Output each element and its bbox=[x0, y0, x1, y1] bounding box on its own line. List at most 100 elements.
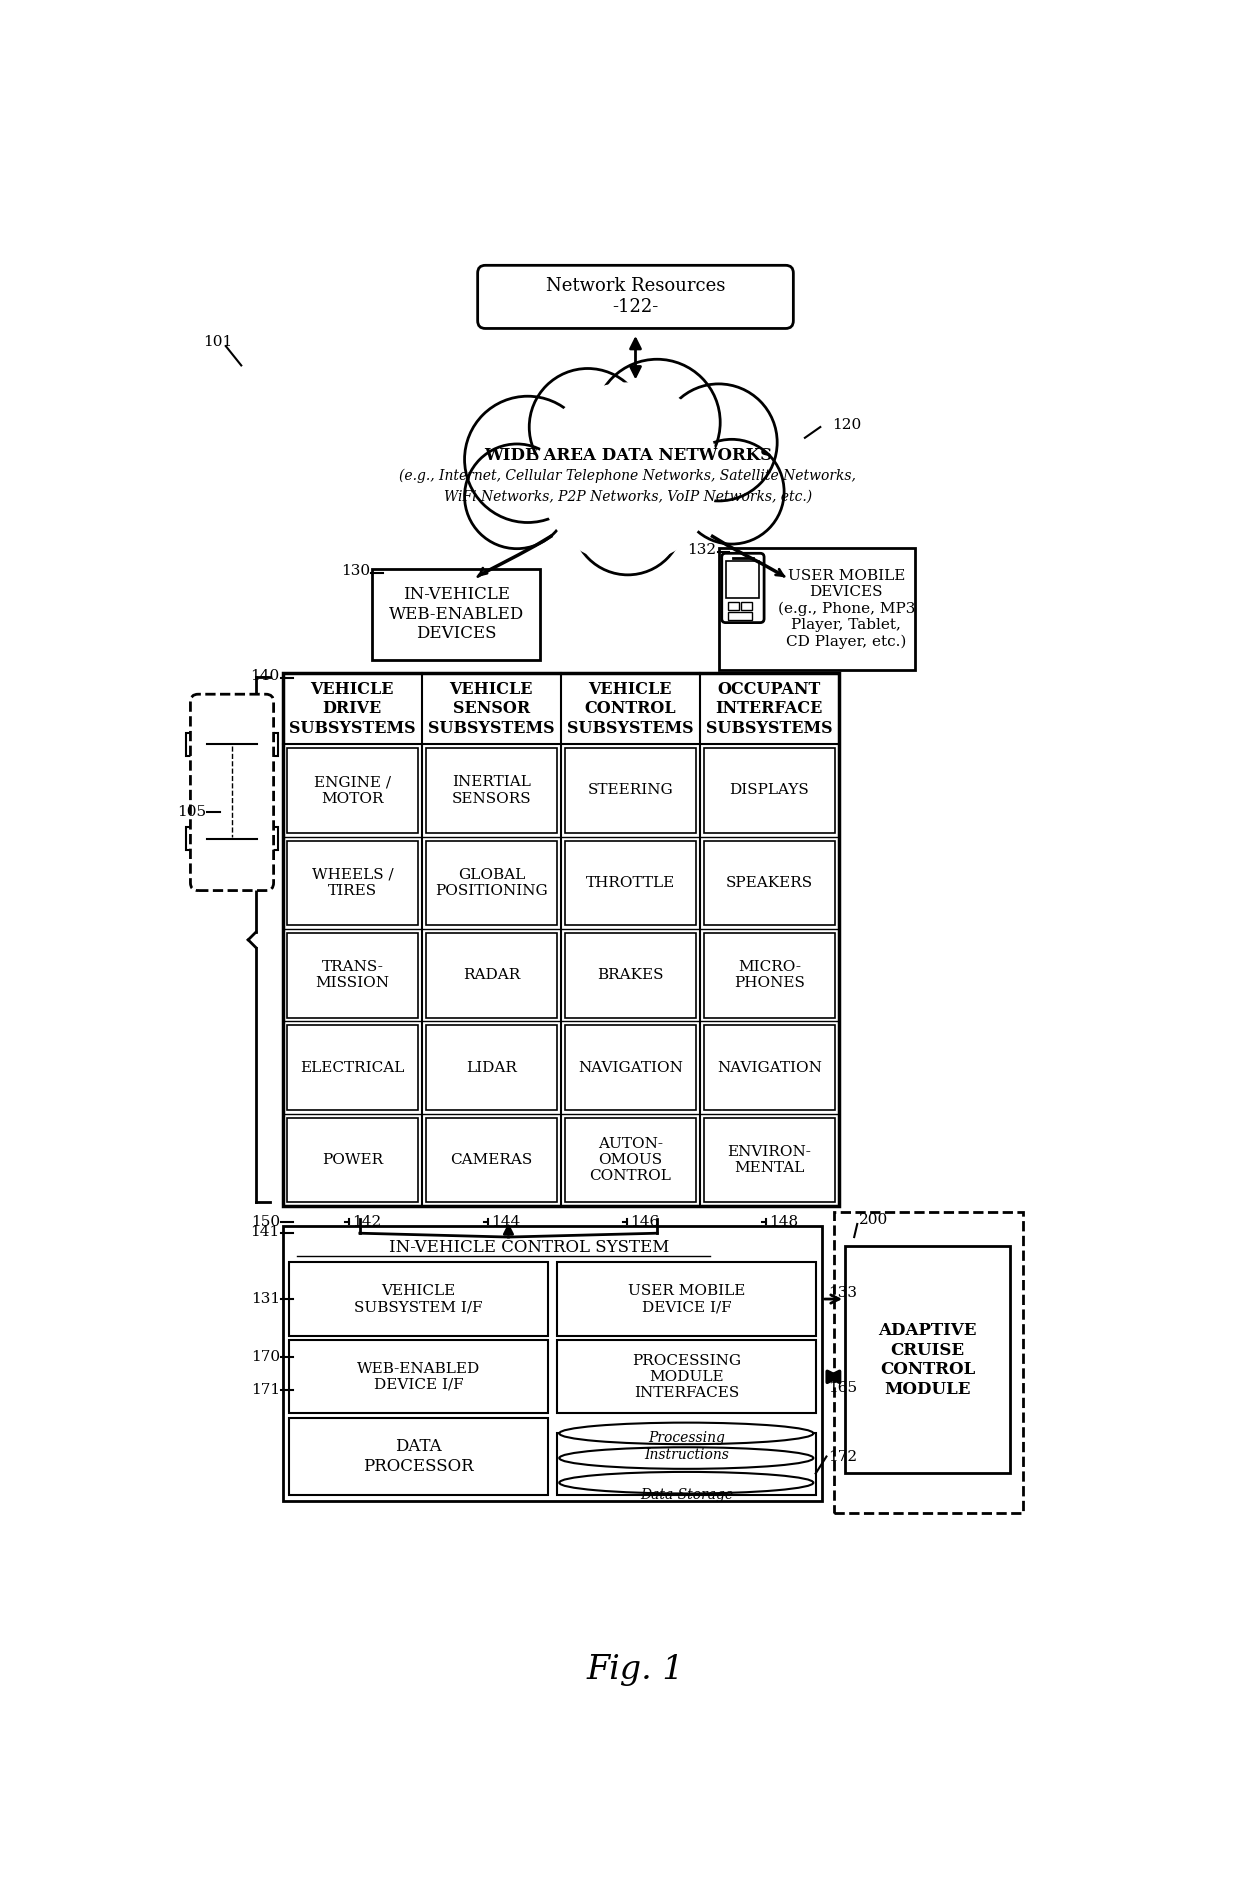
Text: WEB-ENABLED
DEVICE I/F: WEB-ENABLED DEVICE I/F bbox=[357, 1363, 480, 1391]
Text: AUTON-
OMOUS
CONTROL: AUTON- OMOUS CONTROL bbox=[589, 1136, 671, 1184]
Text: 132: 132 bbox=[687, 542, 717, 558]
Text: Network Resources
-122-: Network Resources -122- bbox=[546, 278, 725, 316]
Text: 142: 142 bbox=[352, 1214, 382, 1229]
Circle shape bbox=[594, 360, 720, 485]
Text: 133: 133 bbox=[828, 1286, 857, 1300]
Text: 105: 105 bbox=[177, 805, 206, 818]
Text: 141: 141 bbox=[250, 1226, 280, 1239]
Ellipse shape bbox=[559, 1423, 813, 1444]
Text: GLOBAL
POSITIONING: GLOBAL POSITIONING bbox=[435, 868, 548, 898]
Bar bbox=[557, 1433, 816, 1496]
Text: ELECTRICAL: ELECTRICAL bbox=[300, 1060, 404, 1075]
Bar bbox=[703, 748, 835, 834]
Text: BRAKES: BRAKES bbox=[596, 969, 663, 982]
Bar bbox=[564, 1117, 696, 1203]
Text: 144: 144 bbox=[491, 1214, 521, 1229]
Bar bbox=[286, 1026, 418, 1109]
Circle shape bbox=[573, 464, 683, 575]
Text: 171: 171 bbox=[250, 1383, 280, 1397]
Text: VEHICLE
DRIVE
SUBSYSTEMS: VEHICLE DRIVE SUBSYSTEMS bbox=[289, 681, 415, 736]
Text: INERTIAL
SENSORS: INERTIAL SENSORS bbox=[451, 775, 531, 805]
Bar bbox=[425, 841, 557, 925]
Text: ENGINE /
MOTOR: ENGINE / MOTOR bbox=[314, 775, 391, 805]
Text: PROCESSING
MODULE
INTERFACES: PROCESSING MODULE INTERFACES bbox=[631, 1353, 740, 1401]
Text: DATA
PROCESSOR: DATA PROCESSOR bbox=[363, 1439, 474, 1475]
Bar bbox=[425, 748, 557, 834]
Bar bbox=[564, 932, 696, 1018]
Bar bbox=[564, 748, 696, 834]
Text: 170: 170 bbox=[250, 1351, 280, 1364]
Bar bbox=[186, 826, 200, 851]
Circle shape bbox=[660, 384, 777, 500]
Bar bbox=[728, 613, 751, 620]
Bar bbox=[564, 841, 696, 925]
Bar bbox=[425, 932, 557, 1018]
Bar bbox=[264, 733, 278, 755]
Bar bbox=[286, 841, 418, 925]
Bar bbox=[286, 932, 418, 1018]
Text: (e.g., Internet, Cellular Telephone Networks, Satellite Networks,: (e.g., Internet, Cellular Telephone Netw… bbox=[399, 470, 857, 483]
Text: IN-VEHICLE
WEB-ENABLED
DEVICES: IN-VEHICLE WEB-ENABLED DEVICES bbox=[388, 586, 523, 641]
Text: NAVIGATION: NAVIGATION bbox=[578, 1060, 683, 1075]
Bar bbox=[264, 826, 278, 851]
Text: USER MOBILE
DEVICES
(e.g., Phone, MP3
Player, Tablet,
CD Player, etc.): USER MOBILE DEVICES (e.g., Phone, MP3 Pl… bbox=[777, 569, 915, 649]
Bar bbox=[286, 748, 418, 834]
Text: THROTTLE: THROTTLE bbox=[585, 875, 675, 891]
Text: WHEELS /
TIRES: WHEELS / TIRES bbox=[311, 868, 393, 898]
Text: 146: 146 bbox=[630, 1214, 660, 1229]
Text: USER MOBILE
DEVICE I/F: USER MOBILE DEVICE I/F bbox=[627, 1285, 745, 1315]
FancyBboxPatch shape bbox=[477, 265, 794, 329]
Circle shape bbox=[529, 369, 646, 485]
Circle shape bbox=[537, 383, 719, 563]
Text: POWER: POWER bbox=[321, 1153, 383, 1167]
Bar bbox=[289, 1340, 548, 1414]
Bar bbox=[557, 1262, 816, 1336]
Text: 131: 131 bbox=[250, 1292, 280, 1305]
Bar bbox=[703, 841, 835, 925]
Bar bbox=[372, 569, 541, 660]
Bar bbox=[844, 1246, 1011, 1473]
Bar bbox=[835, 1212, 1023, 1513]
Circle shape bbox=[465, 443, 569, 548]
Text: 150: 150 bbox=[250, 1214, 280, 1229]
Bar bbox=[742, 601, 751, 609]
Text: RADAR: RADAR bbox=[463, 969, 520, 982]
Text: VEHICLE
SUBSYSTEM I/F: VEHICLE SUBSYSTEM I/F bbox=[355, 1285, 482, 1315]
Bar bbox=[425, 1026, 557, 1109]
Text: TRANS-
MISSION: TRANS- MISSION bbox=[315, 961, 389, 990]
Bar bbox=[286, 1117, 418, 1203]
Text: 140: 140 bbox=[250, 670, 280, 683]
Text: 165: 165 bbox=[828, 1382, 857, 1395]
Text: Data Storage: Data Storage bbox=[640, 1488, 733, 1501]
Text: IN-VEHICLE CONTROL SYSTEM: IN-VEHICLE CONTROL SYSTEM bbox=[389, 1239, 670, 1256]
Bar bbox=[283, 674, 838, 1207]
Bar bbox=[289, 1418, 548, 1496]
FancyBboxPatch shape bbox=[722, 554, 764, 622]
Bar bbox=[728, 601, 739, 609]
Text: SPEAKERS: SPEAKERS bbox=[725, 875, 813, 891]
Bar bbox=[283, 1226, 822, 1501]
Ellipse shape bbox=[559, 1471, 813, 1494]
Text: 101: 101 bbox=[203, 335, 233, 350]
FancyBboxPatch shape bbox=[191, 695, 274, 891]
Bar bbox=[703, 1117, 835, 1203]
Bar bbox=[564, 1026, 696, 1109]
Text: ENVIRON-
MENTAL: ENVIRON- MENTAL bbox=[728, 1146, 811, 1176]
Text: 200: 200 bbox=[859, 1212, 888, 1227]
Text: OCCUPANT
INTERFACE
SUBSYSTEMS: OCCUPANT INTERFACE SUBSYSTEMS bbox=[706, 681, 832, 736]
Bar bbox=[186, 733, 200, 755]
Text: Fig. 1: Fig. 1 bbox=[587, 1654, 684, 1686]
Circle shape bbox=[680, 440, 784, 544]
Text: LIDAR: LIDAR bbox=[466, 1060, 517, 1075]
Text: MICRO-
PHONES: MICRO- PHONES bbox=[734, 961, 805, 990]
Circle shape bbox=[465, 396, 590, 523]
Text: ADAPTIVE
CRUISE
CONTROL
MODULE: ADAPTIVE CRUISE CONTROL MODULE bbox=[878, 1323, 977, 1399]
Bar bbox=[557, 1340, 816, 1414]
Text: 130: 130 bbox=[341, 563, 370, 579]
Bar bbox=[289, 1262, 548, 1336]
Text: 148: 148 bbox=[769, 1214, 799, 1229]
Bar bbox=[719, 548, 915, 670]
Text: 120: 120 bbox=[832, 419, 861, 432]
Text: CAMERAS: CAMERAS bbox=[450, 1153, 532, 1167]
Text: 172: 172 bbox=[828, 1450, 857, 1463]
